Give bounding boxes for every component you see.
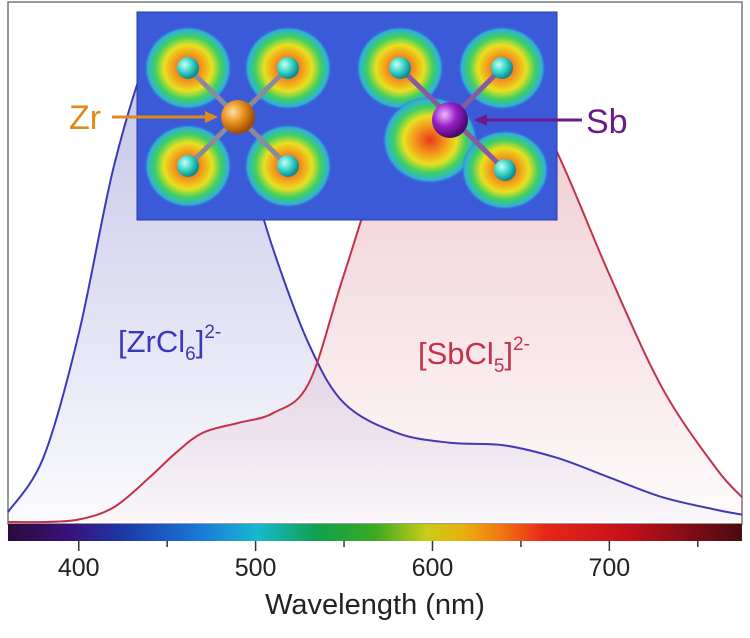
zr-series-label: [ZrCl6]2- [118,322,221,365]
cl-atom [177,155,199,177]
cl-atom [177,57,199,79]
zr-atom [221,100,255,134]
cl-atom [491,57,513,79]
cl-atom [494,159,516,181]
sb-annotation: Sb [474,103,628,141]
x-axis: 400 500 600 700 [58,541,699,582]
x-axis-title: Wavelength (nm) [265,589,485,621]
zr-label: Zr [69,99,101,137]
x-tick-label: 400 [58,554,100,582]
sb-label: Sb [586,103,628,141]
x-tick-label: 500 [235,554,277,582]
x-tick-label: 700 [588,554,630,582]
sb-atom [432,102,468,138]
x-tick-label: 600 [412,554,454,582]
cl-atom [277,57,299,79]
sb-series-label: [SbCl5]2- [418,334,530,377]
sb-series-area [8,25,742,523]
cl-atom [277,155,299,177]
sb-series-line [7,24,743,524]
zr-annotation: Zr [69,99,218,137]
spectrum-colorbar [8,524,742,541]
cl-atom [389,57,411,79]
